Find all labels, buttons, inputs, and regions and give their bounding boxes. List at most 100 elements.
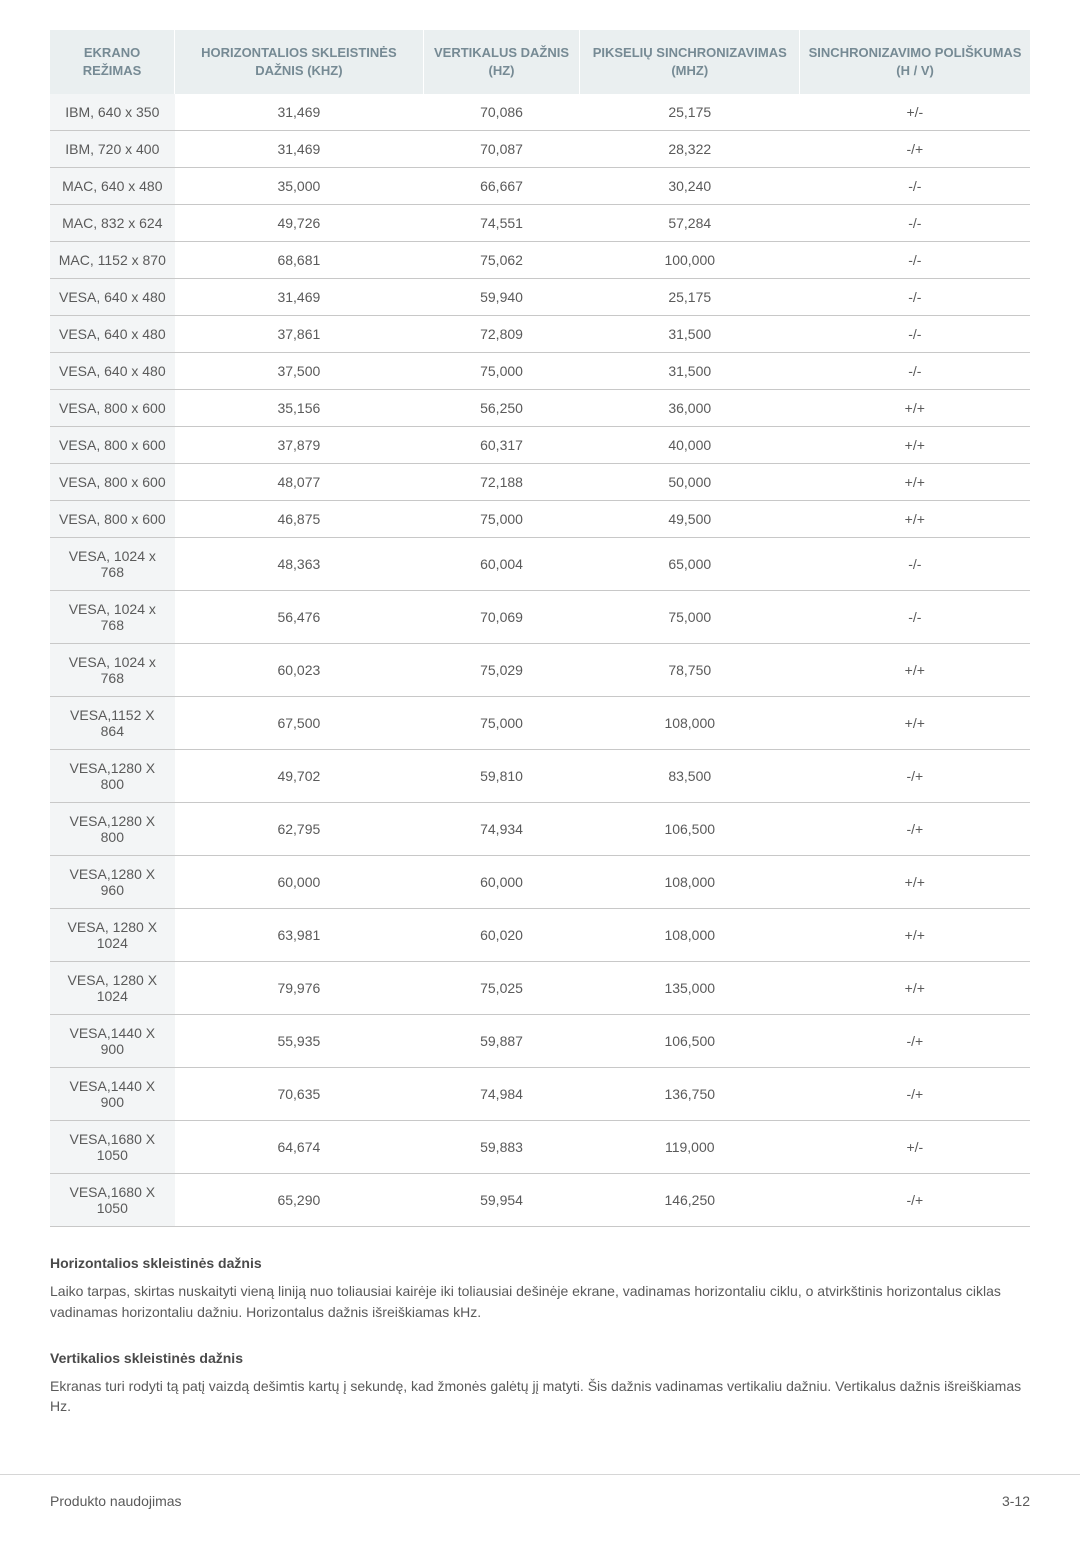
cell-value: 37,879 (175, 427, 424, 464)
cell-value: 56,250 (423, 390, 580, 427)
cell-value: 108,000 (580, 856, 800, 909)
cell-value: 74,984 (423, 1068, 580, 1121)
cell-value: 60,020 (423, 909, 580, 962)
table-row: MAC, 1152 x 87068,68175,062100,000-/- (50, 242, 1030, 279)
table-row: VESA,1280 X 80062,79574,934106,500-/+ (50, 803, 1030, 856)
table-row: VESA,1680 X 105064,67459,883119,000+/- (50, 1121, 1030, 1174)
cell-value: 66,667 (423, 168, 580, 205)
cell-value: 35,000 (175, 168, 424, 205)
cell-value: -/- (800, 279, 1030, 316)
cell-value: 65,290 (175, 1174, 424, 1227)
cell-value: 75,029 (423, 644, 580, 697)
table-row: IBM, 720 x 40031,46970,08728,322-/+ (50, 131, 1030, 168)
cell-value: 59,954 (423, 1174, 580, 1227)
table-row: VESA,1280 X 96060,00060,000108,000+/+ (50, 856, 1030, 909)
table-row: VESA, 1024 x 76848,36360,00465,000-/- (50, 538, 1030, 591)
footer-left: Produkto naudojimas (50, 1493, 182, 1509)
cell-value: -/+ (800, 750, 1030, 803)
cell-value: 49,726 (175, 205, 424, 242)
cell-mode: MAC, 832 x 624 (50, 205, 175, 242)
table-row: VESA, 1024 x 76860,02375,02978,750+/+ (50, 644, 1030, 697)
cell-mode: VESA, 800 x 600 (50, 427, 175, 464)
table-row: VESA, 800 x 60035,15656,25036,000+/+ (50, 390, 1030, 427)
col-header-polarity: SINCHRONIZAVIMO POLIŠKUMAS (H / V) (800, 30, 1030, 94)
table-row: VESA, 800 x 60046,87575,00049,500+/+ (50, 501, 1030, 538)
cell-value: -/- (800, 538, 1030, 591)
cell-value: 25,175 (580, 94, 800, 131)
cell-value: 40,000 (580, 427, 800, 464)
cell-value: 60,000 (175, 856, 424, 909)
cell-mode: VESA, 1024 x 768 (50, 538, 175, 591)
cell-mode: VESA, 640 x 480 (50, 316, 175, 353)
cell-value: -/- (800, 168, 1030, 205)
cell-mode: IBM, 720 x 400 (50, 131, 175, 168)
cell-value: 135,000 (580, 962, 800, 1015)
cell-value: 78,750 (580, 644, 800, 697)
cell-value: -/- (800, 353, 1030, 390)
cell-value: 60,004 (423, 538, 580, 591)
cell-value: +/+ (800, 427, 1030, 464)
cell-value: 70,069 (423, 591, 580, 644)
cell-value: -/- (800, 242, 1030, 279)
footer-right: 3-12 (1002, 1493, 1030, 1509)
cell-mode: VESA,1680 X 1050 (50, 1121, 175, 1174)
cell-value: 60,023 (175, 644, 424, 697)
cell-value: 100,000 (580, 242, 800, 279)
cell-mode: VESA, 1280 X 1024 (50, 909, 175, 962)
cell-value: -/+ (800, 131, 1030, 168)
cell-value: 146,250 (580, 1174, 800, 1227)
cell-value: 48,077 (175, 464, 424, 501)
cell-value: 79,976 (175, 962, 424, 1015)
cell-value: 60,317 (423, 427, 580, 464)
cell-mode: MAC, 640 x 480 (50, 168, 175, 205)
cell-value: 75,000 (423, 501, 580, 538)
cell-mode: VESA, 640 x 480 (50, 353, 175, 390)
cell-value: 50,000 (580, 464, 800, 501)
cell-value: -/+ (800, 1015, 1030, 1068)
table-header: EKRANO REŽIMAS HORIZONTALIOS SKLEISTINĖS… (50, 30, 1030, 94)
section-heading-horizontal: Horizontalios skleistinės dažnis (50, 1255, 1030, 1271)
cell-value: 31,469 (175, 279, 424, 316)
cell-value: 37,861 (175, 316, 424, 353)
cell-value: 119,000 (580, 1121, 800, 1174)
cell-value: -/+ (800, 1174, 1030, 1227)
cell-value: +/+ (800, 856, 1030, 909)
cell-mode: VESA, 800 x 600 (50, 390, 175, 427)
table-row: MAC, 640 x 48035,00066,66730,240-/- (50, 168, 1030, 205)
cell-value: 28,322 (580, 131, 800, 168)
cell-value: 25,175 (580, 279, 800, 316)
cell-mode: VESA,1440 X 900 (50, 1015, 175, 1068)
cell-value: +/+ (800, 697, 1030, 750)
cell-value: 75,062 (423, 242, 580, 279)
cell-value: +/+ (800, 390, 1030, 427)
display-modes-table: EKRANO REŽIMAS HORIZONTALIOS SKLEISTINĖS… (50, 30, 1030, 1227)
cell-value: 56,476 (175, 591, 424, 644)
cell-mode: VESA, 800 x 600 (50, 501, 175, 538)
table-body: IBM, 640 x 35031,46970,08625,175+/-IBM, … (50, 94, 1030, 1227)
cell-value: 59,810 (423, 750, 580, 803)
cell-mode: VESA,1680 X 1050 (50, 1174, 175, 1227)
cell-value: 49,500 (580, 501, 800, 538)
table-row: VESA,1680 X 105065,29059,954146,250-/+ (50, 1174, 1030, 1227)
col-header-mode: EKRANO REŽIMAS (50, 30, 175, 94)
cell-value: +/+ (800, 962, 1030, 1015)
cell-value: 46,875 (175, 501, 424, 538)
table-row: VESA,1152 X 86467,50075,000108,000+/+ (50, 697, 1030, 750)
cell-value: 74,934 (423, 803, 580, 856)
table-row: VESA, 1280 X 102479,97675,025135,000+/+ (50, 962, 1030, 1015)
cell-value: 49,702 (175, 750, 424, 803)
table-row: MAC, 832 x 62449,72674,55157,284-/- (50, 205, 1030, 242)
cell-mode: VESA,1280 X 960 (50, 856, 175, 909)
cell-value: 48,363 (175, 538, 424, 591)
page-footer: Produkto naudojimas 3-12 (0, 1474, 1080, 1527)
table-row: VESA,1440 X 90055,93559,887106,500-/+ (50, 1015, 1030, 1068)
cell-value: 108,000 (580, 909, 800, 962)
cell-mode: VESA,1280 X 800 (50, 803, 175, 856)
cell-value: 70,087 (423, 131, 580, 168)
cell-value: 62,795 (175, 803, 424, 856)
table-row: VESA, 640 x 48037,86172,80931,500-/- (50, 316, 1030, 353)
cell-mode: VESA, 640 x 480 (50, 279, 175, 316)
cell-value: 72,809 (423, 316, 580, 353)
table-row: VESA, 800 x 60037,87960,31740,000+/+ (50, 427, 1030, 464)
table-row: VESA, 640 x 48037,50075,00031,500-/- (50, 353, 1030, 390)
